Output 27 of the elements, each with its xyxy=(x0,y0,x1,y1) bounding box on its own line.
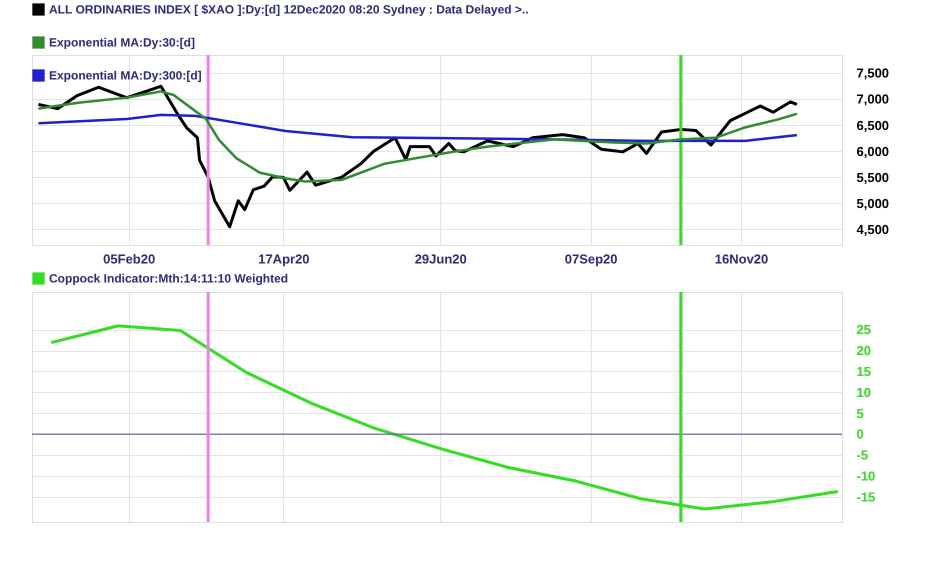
y-tick-label: -10 xyxy=(856,468,876,484)
x-tick-label: 05Feb20 xyxy=(103,252,156,266)
y-tick-label: -5 xyxy=(856,448,868,463)
y-tick-label: 5,000 xyxy=(856,196,890,211)
line-series xyxy=(37,114,798,142)
y-tick-label: 5 xyxy=(856,406,864,421)
y-tick-label: 6,000 xyxy=(856,144,890,159)
y-tick-label: 10 xyxy=(856,384,871,400)
x-tick-label: 17Apr20 xyxy=(258,252,310,266)
y-tick-label: 15 xyxy=(856,364,871,379)
y-tick-label: 5,500 xyxy=(856,170,890,185)
y-tick-label: 0 xyxy=(856,426,864,442)
y-tick-label: 20 xyxy=(856,343,871,358)
legend-label: Exponential MA:Dy:30:[d] xyxy=(49,36,196,50)
legend-label: ALL ORDINARIES INDEX [ $XAO ]:Dy:[d] 12Dec2020 08:20 Sydney : Data Delayed >.. xyxy=(49,2,529,16)
y-tick-label: 4,500 xyxy=(856,222,890,237)
y-tick-label: 25 xyxy=(856,322,871,338)
x-tick-label: 29Jun20 xyxy=(414,252,467,266)
x-tick-label: 07Sep20 xyxy=(564,252,618,266)
legend-label: Coppock Indicator:Mth:14:11:10 Weighted xyxy=(49,272,288,286)
y-tick-label: 7,000 xyxy=(856,92,890,107)
y-tick-label: 7,500 xyxy=(856,66,890,81)
y-tick-label: 6,500 xyxy=(856,118,890,133)
legend-label: Exponential MA:Dy:300:[d] xyxy=(49,68,202,82)
x-tick-label: 16Nov20 xyxy=(714,252,768,266)
line-series xyxy=(37,90,798,183)
y-tick-label: -15 xyxy=(856,489,876,504)
